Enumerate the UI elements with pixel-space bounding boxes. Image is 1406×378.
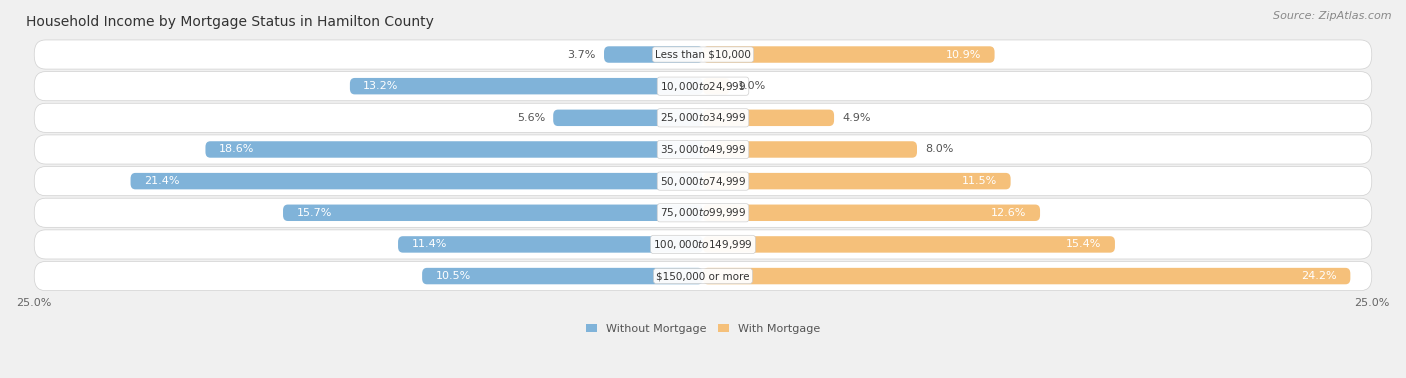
FancyBboxPatch shape <box>131 173 703 189</box>
FancyBboxPatch shape <box>703 268 1350 284</box>
Text: 11.5%: 11.5% <box>962 176 997 186</box>
FancyBboxPatch shape <box>422 268 703 284</box>
Text: 15.4%: 15.4% <box>1066 239 1101 249</box>
Text: 21.4%: 21.4% <box>143 176 180 186</box>
FancyBboxPatch shape <box>34 135 1372 164</box>
Text: $100,000 to $149,999: $100,000 to $149,999 <box>654 238 752 251</box>
Text: 24.2%: 24.2% <box>1302 271 1337 281</box>
Text: $50,000 to $74,999: $50,000 to $74,999 <box>659 175 747 187</box>
Text: Source: ZipAtlas.com: Source: ZipAtlas.com <box>1274 11 1392 21</box>
Text: $75,000 to $99,999: $75,000 to $99,999 <box>659 206 747 219</box>
FancyBboxPatch shape <box>703 78 730 94</box>
Text: 5.6%: 5.6% <box>517 113 546 123</box>
FancyBboxPatch shape <box>34 262 1372 291</box>
FancyBboxPatch shape <box>703 173 1011 189</box>
FancyBboxPatch shape <box>350 78 703 94</box>
Text: $10,000 to $24,999: $10,000 to $24,999 <box>659 80 747 93</box>
FancyBboxPatch shape <box>205 141 703 158</box>
Text: 10.5%: 10.5% <box>436 271 471 281</box>
FancyBboxPatch shape <box>283 204 703 221</box>
Text: 4.9%: 4.9% <box>842 113 870 123</box>
FancyBboxPatch shape <box>703 110 834 126</box>
FancyBboxPatch shape <box>703 204 1040 221</box>
FancyBboxPatch shape <box>34 230 1372 259</box>
Text: Household Income by Mortgage Status in Hamilton County: Household Income by Mortgage Status in H… <box>27 15 434 29</box>
FancyBboxPatch shape <box>605 46 703 63</box>
FancyBboxPatch shape <box>703 141 917 158</box>
Legend: Without Mortgage, With Mortgage: Without Mortgage, With Mortgage <box>586 324 820 334</box>
Text: 10.9%: 10.9% <box>946 50 981 59</box>
Text: $35,000 to $49,999: $35,000 to $49,999 <box>659 143 747 156</box>
Text: 13.2%: 13.2% <box>363 81 399 91</box>
FancyBboxPatch shape <box>34 103 1372 132</box>
Text: 15.7%: 15.7% <box>297 208 332 218</box>
Text: 12.6%: 12.6% <box>991 208 1026 218</box>
FancyBboxPatch shape <box>34 167 1372 196</box>
FancyBboxPatch shape <box>34 71 1372 101</box>
FancyBboxPatch shape <box>703 46 994 63</box>
Text: $150,000 or more: $150,000 or more <box>657 271 749 281</box>
Text: 8.0%: 8.0% <box>925 144 953 155</box>
Text: 18.6%: 18.6% <box>219 144 254 155</box>
FancyBboxPatch shape <box>553 110 703 126</box>
Text: $25,000 to $34,999: $25,000 to $34,999 <box>659 112 747 124</box>
Text: 11.4%: 11.4% <box>412 239 447 249</box>
FancyBboxPatch shape <box>34 40 1372 69</box>
Text: Less than $10,000: Less than $10,000 <box>655 50 751 59</box>
FancyBboxPatch shape <box>398 236 703 253</box>
Text: 1.0%: 1.0% <box>738 81 766 91</box>
FancyBboxPatch shape <box>34 198 1372 227</box>
FancyBboxPatch shape <box>703 236 1115 253</box>
Text: 3.7%: 3.7% <box>568 50 596 59</box>
